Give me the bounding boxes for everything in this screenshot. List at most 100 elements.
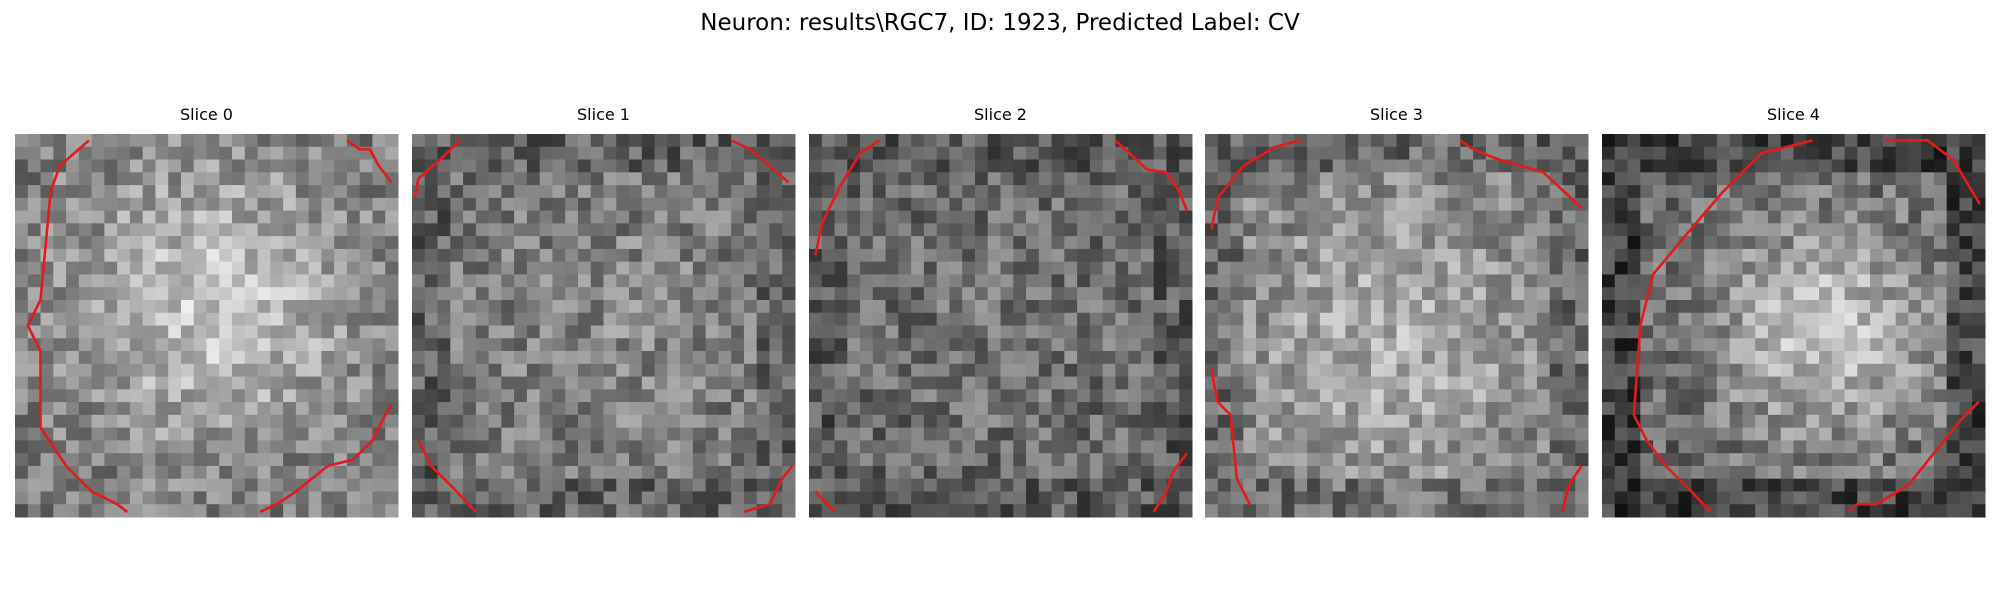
pixel <box>1281 478 1295 492</box>
pixel <box>91 185 105 199</box>
pixel <box>321 197 335 212</box>
pixel <box>193 236 207 250</box>
pixel <box>180 389 195 403</box>
pixel <box>743 197 758 212</box>
pixel <box>1243 453 1257 467</box>
pixel <box>257 351 271 365</box>
pixel <box>1345 389 1359 403</box>
pixel <box>142 465 156 480</box>
pixel <box>321 363 335 378</box>
pixel <box>898 261 912 275</box>
pixel <box>731 376 745 390</box>
pixel <box>1460 440 1474 454</box>
pixel <box>1332 185 1346 199</box>
pixel <box>193 453 207 467</box>
pixel <box>1089 236 1104 250</box>
pixel <box>1409 299 1423 314</box>
pixel <box>756 274 770 288</box>
pixel <box>1089 491 1104 505</box>
pixel <box>232 338 246 352</box>
pixel <box>1000 453 1014 467</box>
pixel <box>526 363 541 378</box>
pixel <box>117 274 131 288</box>
pixel <box>539 440 553 454</box>
pixel <box>1972 325 1986 339</box>
pixel <box>1653 376 1667 390</box>
pixel <box>1473 185 1487 199</box>
pixel <box>104 185 118 199</box>
pixel <box>1844 261 1858 275</box>
pixel <box>1806 453 1820 467</box>
pixel <box>1166 491 1180 505</box>
pixel <box>1819 363 1833 378</box>
pixel <box>1307 363 1321 378</box>
pixel <box>104 197 118 212</box>
pixel <box>475 299 490 314</box>
pixel <box>1358 159 1372 173</box>
pixel <box>514 325 528 339</box>
pixel <box>193 210 207 224</box>
pixel <box>412 465 426 480</box>
pixel <box>731 146 745 161</box>
pixel <box>1115 261 1129 275</box>
pixel <box>718 351 732 365</box>
pixel <box>782 402 796 416</box>
pixel <box>117 172 131 186</box>
pixel <box>1742 261 1756 275</box>
pixel <box>1217 465 1232 480</box>
pixel <box>270 146 284 161</box>
pixel <box>1383 440 1397 454</box>
pixel <box>1370 338 1385 352</box>
pixel <box>1026 134 1040 148</box>
pixel <box>1524 427 1538 441</box>
pixel <box>1409 440 1423 454</box>
pixel <box>1485 453 1500 467</box>
pixel <box>1294 146 1308 161</box>
pixel <box>450 427 464 441</box>
pixel <box>603 427 617 441</box>
pixel <box>1819 159 1833 173</box>
pixel <box>1755 491 1769 505</box>
pixel <box>616 210 630 224</box>
pixel <box>1729 185 1743 199</box>
pixel <box>1038 159 1053 173</box>
pixel <box>1793 478 1807 492</box>
pixel <box>168 159 182 173</box>
pixel <box>718 197 732 212</box>
pixel <box>283 274 297 288</box>
pixel <box>283 210 297 224</box>
pixel <box>53 427 67 441</box>
pixel <box>1230 134 1244 148</box>
pixel <box>1895 351 1909 365</box>
pixel <box>616 236 630 250</box>
pixel <box>1870 338 1884 352</box>
pixel <box>667 440 681 454</box>
pixel <box>1358 491 1372 505</box>
pixel <box>1013 210 1027 224</box>
pixel <box>949 338 963 352</box>
pixel <box>1665 159 1680 173</box>
pixel <box>1806 389 1820 403</box>
pixel <box>756 453 770 467</box>
pixel <box>590 427 604 441</box>
pixel <box>1870 261 1884 275</box>
pixel <box>117 402 131 416</box>
pixel <box>257 402 271 416</box>
pixel <box>1370 236 1385 250</box>
pixel <box>180 197 195 212</box>
pixel <box>1089 427 1104 441</box>
pixel <box>641 274 656 288</box>
pixel <box>1243 376 1257 390</box>
pixel <box>1562 427 1576 441</box>
pixel <box>923 402 938 416</box>
pixel <box>463 427 477 441</box>
contour <box>1561 465 1583 513</box>
pixel <box>1844 236 1858 250</box>
pixel <box>1549 134 1563 148</box>
pixel <box>1358 465 1372 480</box>
pixel <box>15 248 29 263</box>
pixel <box>117 478 131 492</box>
pixel <box>539 427 553 441</box>
pixel <box>1205 312 1219 326</box>
